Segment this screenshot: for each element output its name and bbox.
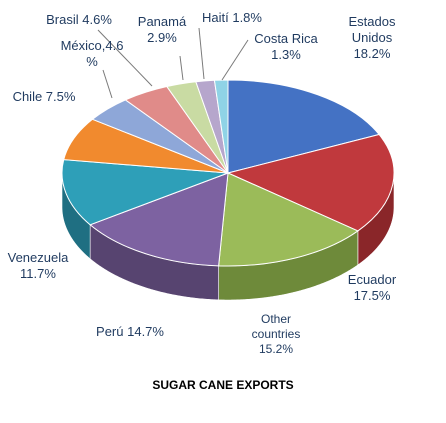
pie-slice-peru <box>89 172 229 267</box>
data-label-chile: Chile 7.5% <box>13 89 76 104</box>
leader-line-mexico <box>102 69 113 99</box>
data-label-panama: Panamá 2.9% <box>138 14 187 45</box>
data-label-ecuador: Ecuador 17.5% <box>348 272 397 303</box>
pie-slice-other-countries <box>218 172 359 267</box>
leader-line-brasil <box>97 29 153 87</box>
pie-top-group <box>61 79 395 267</box>
data-label-other-countries: Other countries 15.2% <box>252 312 301 356</box>
label-group: Estados Unidos 18.2% Ecuador 17.5% Other count… <box>8 10 397 356</box>
data-label-haiti: Haití 1.8% <box>202 10 262 25</box>
data-label-estados-unidos: Estados Unidos 18.2% <box>349 14 396 61</box>
leader-line-panama <box>179 55 184 81</box>
data-label-brasil: Brasil 4.6% <box>46 12 112 27</box>
data-label-peru: Perú 14.7% <box>96 324 164 339</box>
leader-line-costa-rica <box>221 39 249 81</box>
data-label-venezuela: Venezuela 11.7% <box>8 250 69 281</box>
pie-slice-estados-unidos <box>227 79 380 174</box>
chart-title: SUGAR CANE EXPORTS <box>152 378 293 392</box>
leader-line-group <box>97 27 249 99</box>
pie-slice-ecuador <box>226 133 395 232</box>
data-label-mexico: México,4.6% <box>61 38 124 69</box>
leader-line-haiti <box>198 27 205 80</box>
pie-side-group <box>61 173 395 301</box>
data-label-costa-rica: Costa Rica 1.3% <box>254 31 318 62</box>
pie-slice-costa-rica <box>213 79 229 174</box>
pie-slice-venezuela <box>61 159 229 226</box>
